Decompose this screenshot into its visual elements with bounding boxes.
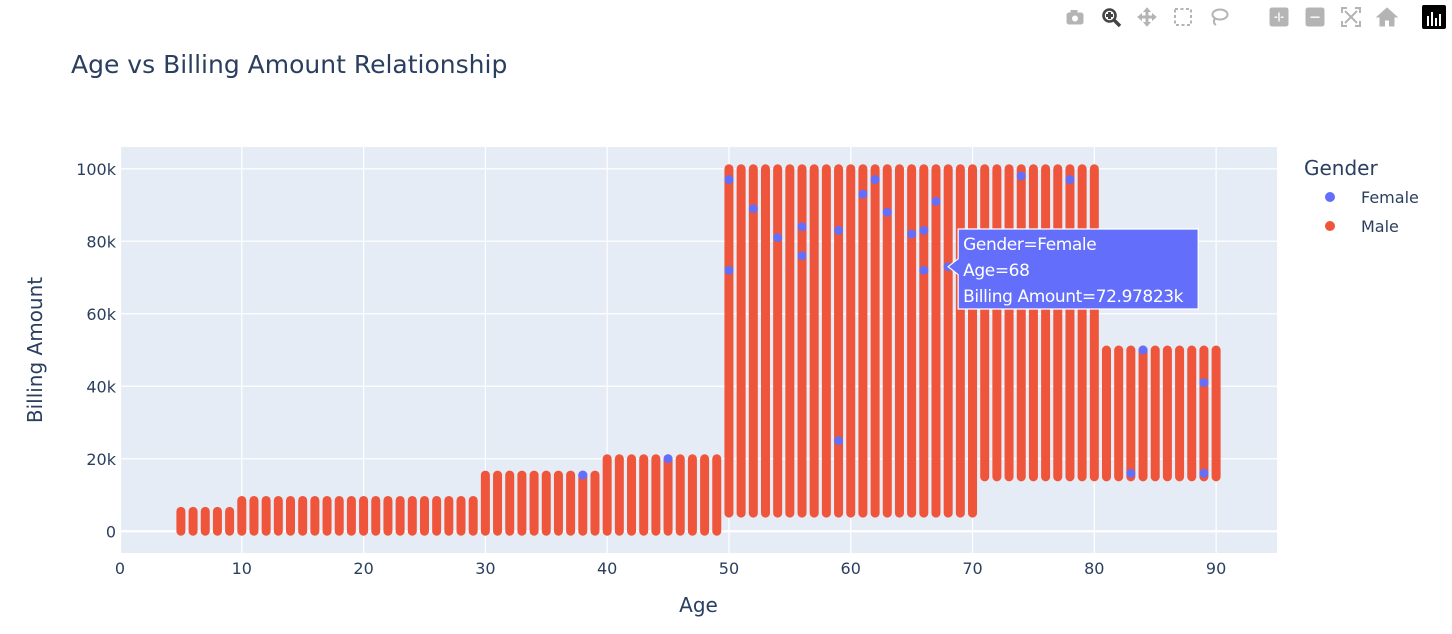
female-point[interactable]: [907, 229, 917, 239]
female-point[interactable]: [773, 233, 783, 243]
x-tick-label: 50: [719, 559, 739, 578]
autoscale-icon[interactable]: [1338, 4, 1364, 30]
legend-item-male[interactable]: Male: [1325, 217, 1399, 236]
female-point[interactable]: [1199, 378, 1209, 388]
hover-box: [947, 228, 1199, 310]
zoom-icon[interactable]: [1098, 4, 1124, 30]
female-point[interactable]: [834, 436, 844, 446]
reset-axes-icon[interactable]: [1374, 4, 1400, 30]
series-male[interactable]: [176, 164, 1221, 536]
hover-tooltip: Gender=Female Age=68 Billing Amount=72.978…: [947, 228, 1199, 310]
female-point[interactable]: [1065, 175, 1075, 185]
female-point[interactable]: [919, 225, 929, 235]
female-point[interactable]: [1138, 345, 1148, 355]
female-point[interactable]: [858, 189, 868, 199]
female-point[interactable]: [748, 204, 758, 214]
x-tick-label: 60: [841, 559, 861, 578]
female-point[interactable]: [797, 222, 807, 232]
y-tick-label: 60k: [86, 305, 116, 324]
female-point[interactable]: [931, 196, 941, 206]
box-select-icon[interactable]: [1170, 4, 1196, 30]
female-point[interactable]: [1126, 468, 1136, 478]
legend-label: Male: [1361, 217, 1399, 236]
female-point[interactable]: [834, 225, 844, 235]
female-point[interactable]: [1016, 171, 1026, 181]
legend: Gender Female Male: [1304, 156, 1419, 236]
pan-icon[interactable]: [1134, 4, 1160, 30]
female-point[interactable]: [724, 265, 734, 275]
plotly-logo-icon[interactable]: [1422, 5, 1446, 29]
camera-icon[interactable]: [1062, 4, 1088, 30]
female-point[interactable]: [663, 454, 673, 464]
legend-label: Female: [1361, 188, 1419, 207]
y-tick-label: 40k: [86, 377, 116, 396]
x-axis-title: Age: [679, 593, 718, 617]
female-point[interactable]: [919, 265, 929, 275]
y-tick-label: 20k: [86, 450, 116, 469]
hover-line-1: Gender=Female: [963, 235, 1096, 255]
zoom-in-icon[interactable]: [1266, 4, 1292, 30]
legend-marker: [1325, 192, 1335, 202]
x-tick-label: 30: [475, 559, 495, 578]
female-point[interactable]: [578, 470, 588, 480]
female-point[interactable]: [724, 175, 734, 185]
series-female[interactable]: [578, 171, 1209, 480]
zoom-out-icon[interactable]: [1302, 4, 1328, 30]
female-point[interactable]: [882, 207, 892, 217]
legend-title: Gender: [1304, 156, 1378, 180]
female-point[interactable]: [870, 175, 880, 185]
lasso-select-icon[interactable]: [1206, 4, 1232, 30]
legend-marker: [1325, 221, 1335, 231]
hover-line-2: Age=68: [963, 261, 1029, 281]
y-tick-label: 0: [106, 522, 116, 541]
legend-item-female[interactable]: Female: [1325, 188, 1419, 207]
female-point[interactable]: [1199, 468, 1209, 478]
female-point[interactable]: [797, 251, 807, 261]
x-tick-label: 40: [597, 559, 617, 578]
x-tick-label: 10: [232, 559, 252, 578]
y-tick-label: 100k: [76, 160, 117, 179]
x-tick-label: 80: [1084, 559, 1104, 578]
x-tick-label: 90: [1206, 559, 1226, 578]
x-tick-label: 70: [962, 559, 982, 578]
hover-line-3: Billing Amount=72.97823k: [963, 287, 1183, 307]
x-tick-label: 0: [115, 559, 125, 578]
modebar: [1052, 4, 1446, 30]
x-tick-label: 20: [353, 559, 373, 578]
y-tick-label: 80k: [86, 232, 116, 251]
y-axis-title: Billing Amount: [23, 277, 47, 423]
chart-title: Age vs Billing Amount Relationship: [71, 50, 507, 79]
